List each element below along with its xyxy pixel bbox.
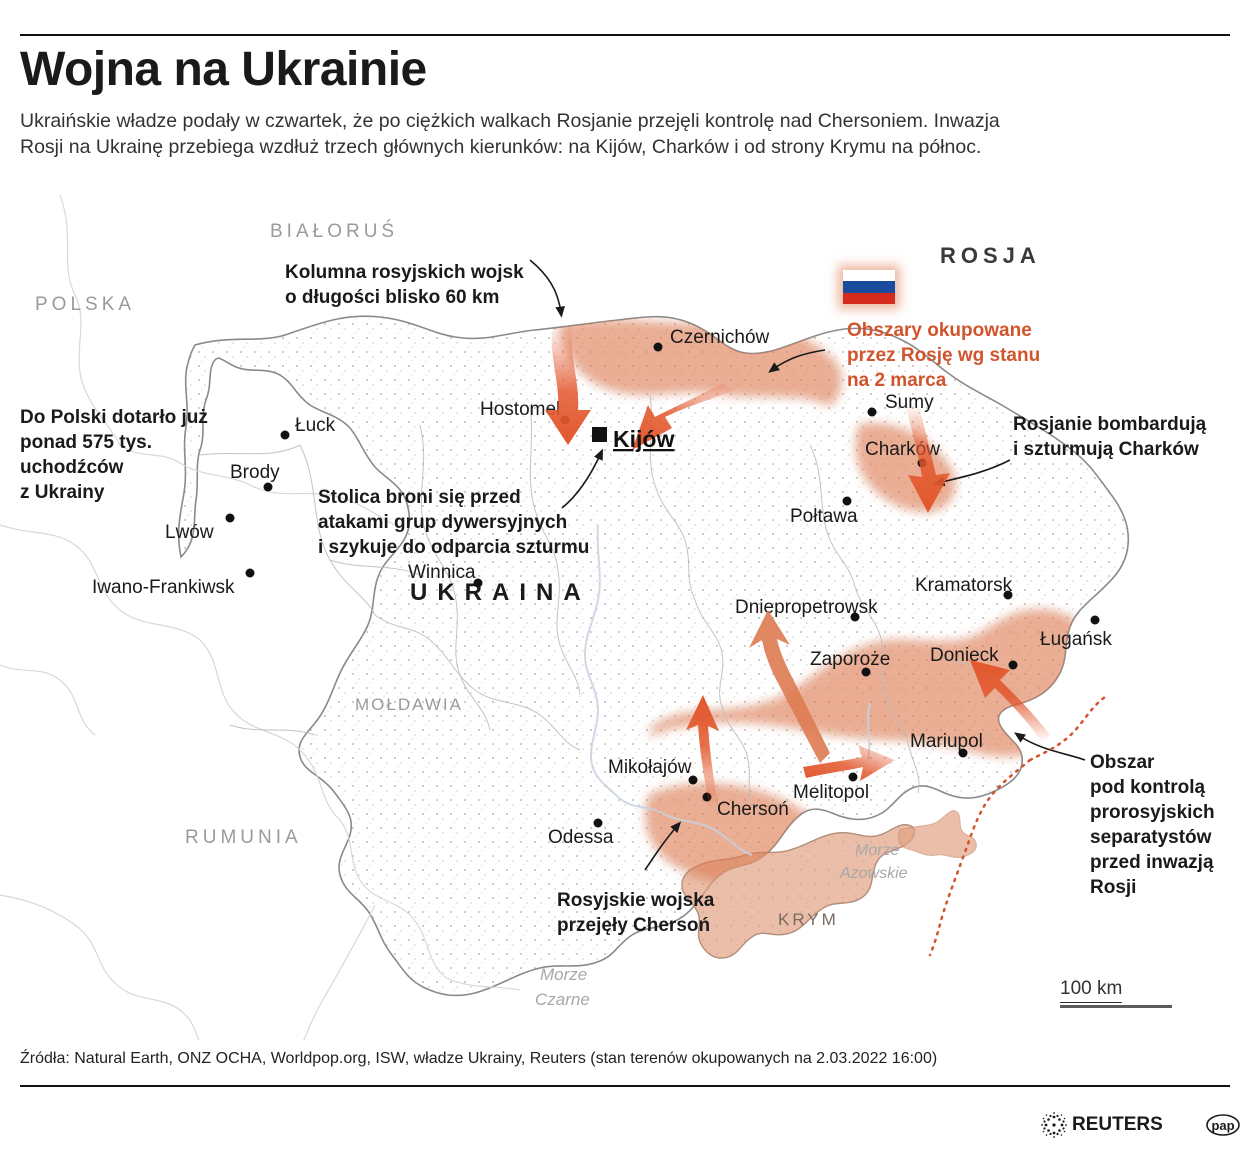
svg-text:Winnica: Winnica — [408, 562, 476, 583]
svg-text:POLSKA: POLSKA — [35, 294, 135, 315]
svg-text:Połtawa: Połtawa — [790, 506, 858, 527]
svg-text:Morze: Morze — [855, 842, 900, 859]
svg-text:Czernichów: Czernichów — [670, 327, 770, 348]
svg-text:Kijów: Kijów — [613, 426, 674, 452]
svg-text:Donieck: Donieck — [930, 645, 999, 666]
svg-text:Zaporoże: Zaporoże — [810, 649, 890, 670]
svg-text:Melitopol: Melitopol — [793, 782, 869, 803]
svg-text:MOŁDAWIA: MOŁDAWIA — [355, 695, 463, 714]
svg-text:REUTERS: REUTERS — [1072, 1114, 1163, 1135]
svg-text:Azowskie: Azowskie — [839, 865, 908, 882]
svg-text:Mariupol: Mariupol — [910, 731, 983, 752]
svg-text:Odessa: Odessa — [548, 827, 614, 848]
svg-text:Czarne: Czarne — [535, 990, 590, 1009]
svg-text:Iwano-Frankiwsk: Iwano-Frankiwsk — [92, 577, 235, 598]
svg-text:RUMUNIA: RUMUNIA — [185, 827, 302, 848]
svg-text:BIAŁORUŚ: BIAŁORUŚ — [270, 220, 398, 242]
svg-text:Łuck: Łuck — [295, 415, 336, 436]
svg-text:pap: pap — [1211, 1118, 1234, 1133]
svg-text:Mikołajów: Mikołajów — [608, 757, 692, 778]
svg-text:Lwów: Lwów — [165, 522, 214, 543]
svg-text:Morze: Morze — [540, 965, 587, 984]
svg-text:ROSJA: ROSJA — [940, 243, 1041, 268]
svg-text:Dniepropetrowsk: Dniepropetrowsk — [735, 597, 878, 618]
svg-text:UKRAINA: UKRAINA — [410, 579, 591, 606]
svg-text:Ługańsk: Ługańsk — [1040, 629, 1112, 650]
svg-text:Chersoń: Chersoń — [717, 799, 789, 820]
svg-text:Kramatorsk: Kramatorsk — [915, 575, 1013, 596]
svg-text:Hostomel: Hostomel — [480, 399, 560, 420]
